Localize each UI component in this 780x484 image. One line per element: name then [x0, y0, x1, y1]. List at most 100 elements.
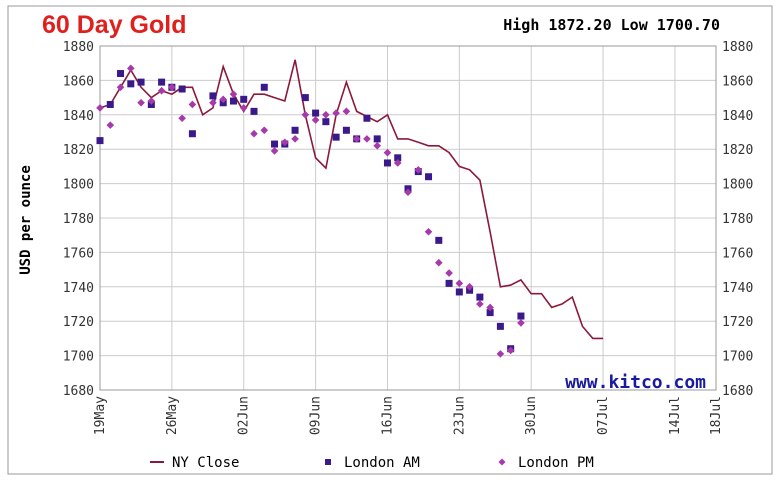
x-tick-label: 30Jun	[524, 396, 539, 435]
london-pm-point	[106, 121, 115, 129]
london-am-point	[342, 126, 350, 134]
plot-area	[99, 45, 717, 391]
london-am-point	[158, 78, 166, 86]
london-pm-point	[393, 159, 402, 167]
y-tick-label-right: 1840	[722, 109, 753, 124]
london-am-point	[496, 322, 504, 330]
y-axis-label: USD per ounce	[18, 165, 34, 275]
y-tick-label-right: 1880	[722, 40, 753, 55]
x-tick-label: 18Jul	[709, 396, 724, 435]
london-am-point	[394, 154, 402, 162]
london-am-point	[301, 94, 309, 102]
london-pm-point	[506, 346, 515, 355]
london-am-point	[517, 312, 525, 320]
london-am-point	[178, 85, 186, 93]
chart-title: 60 Day Gold	[42, 11, 187, 39]
legend: NY Close London AM London PM	[150, 455, 594, 471]
london-pm-point	[414, 166, 423, 174]
london-pm-point	[322, 111, 330, 119]
london-pm-point	[291, 135, 299, 143]
x-tick-label: 16Jun	[380, 396, 395, 435]
london-pm-point	[96, 104, 104, 112]
london-am-point	[455, 288, 463, 296]
watermark: www.kitco.com	[565, 372, 706, 393]
london-pm-point	[404, 188, 412, 196]
chart-frame	[7, 5, 773, 475]
x-tick-label: 14Jul	[668, 396, 683, 435]
london-am-point	[106, 100, 114, 108]
london-am-point	[137, 78, 145, 86]
london-pm-point	[363, 135, 371, 143]
x-tick-label: 02Jun	[237, 396, 252, 435]
y-tick-label: 1780	[63, 212, 94, 227]
x-tick-label: 07Jul	[596, 396, 611, 435]
x-tick-label: 26May	[165, 396, 180, 435]
london-pm-point	[147, 97, 156, 105]
london-am-point	[332, 133, 340, 141]
legend-label: London AM	[344, 455, 420, 471]
london-am-point	[188, 130, 196, 138]
legend-label: London PM	[518, 455, 594, 471]
london-am-point	[476, 293, 484, 301]
london-pm-point	[445, 269, 453, 277]
london-pm-point	[116, 83, 125, 92]
y-tick-label: 1800	[63, 178, 94, 193]
y-tick-label-right: 1780	[722, 212, 753, 227]
y-tick-label: 1760	[63, 246, 94, 261]
y-tick-label: 1840	[63, 109, 94, 124]
x-ticks: 19May 26May 02Jun 09Jun 16Jun 23Jun 30Jun 07Jul…	[93, 396, 724, 435]
london-pm-point	[465, 283, 474, 291]
legend-diamond-swatch	[498, 458, 506, 466]
x-tick-label: 23Jun	[452, 396, 467, 435]
london-am-point	[250, 107, 258, 115]
y-tick-label-right: 1720	[722, 315, 753, 330]
london-am-point	[486, 309, 494, 317]
london-pm-point	[270, 147, 279, 155]
y-tick-label-right: 1800	[722, 178, 753, 193]
y-tick-label: 1680	[63, 384, 94, 399]
london-pm-point	[229, 90, 238, 98]
london-pm-point	[127, 64, 135, 73]
london-am-point	[209, 92, 217, 100]
legend-item-london-am: London AM	[325, 455, 420, 471]
london-pm-point	[435, 258, 443, 267]
london-am-point	[260, 83, 268, 91]
x-tick-label: 19May	[93, 396, 108, 435]
y-tick-label-right: 1700	[722, 350, 753, 365]
london-pm-point	[342, 107, 351, 116]
london-pm-point	[239, 104, 248, 112]
london-pm-point	[168, 83, 176, 92]
london-pm-point	[301, 111, 310, 119]
y-ticks-right: 1680 1700 1720 1740 1760 1780 1800 1820 1840 1860…	[722, 40, 753, 399]
y-tick-label-right: 1760	[722, 246, 753, 261]
london-am-point	[240, 95, 248, 103]
y-tick-label: 1860	[63, 74, 94, 89]
london-pm-point	[157, 86, 166, 95]
london-am-point	[96, 137, 104, 145]
x-tick-label: 09Jun	[309, 396, 324, 435]
london-pm-point	[250, 129, 258, 138]
london-pm-point	[496, 350, 505, 358]
y-tick-label-right: 1740	[722, 281, 753, 296]
london-am-point	[322, 118, 330, 126]
london-pm-point	[219, 95, 227, 104]
y-tick-label-right: 1820	[722, 143, 753, 158]
london-pm-point	[383, 148, 392, 157]
london-pm-point	[281, 138, 289, 147]
london-pm-point	[209, 98, 217, 107]
london-am-point	[312, 109, 320, 117]
y-tick-label-right: 1860	[722, 74, 753, 89]
high-low-readout: High 1872.20 Low 1700.70	[503, 16, 720, 34]
london-am-point	[445, 279, 453, 287]
london-am-point	[127, 80, 135, 88]
london-am-point	[271, 140, 279, 148]
london-pm-point	[188, 100, 197, 109]
legend-label: NY Close	[172, 455, 239, 471]
london-am-point	[383, 159, 391, 167]
legend-item-london-pm: London PM	[498, 455, 594, 471]
london-pm-point	[517, 319, 525, 327]
london-pm-point	[178, 114, 186, 123]
london-pm-point	[455, 279, 464, 288]
y-tick-label: 1740	[63, 281, 94, 296]
